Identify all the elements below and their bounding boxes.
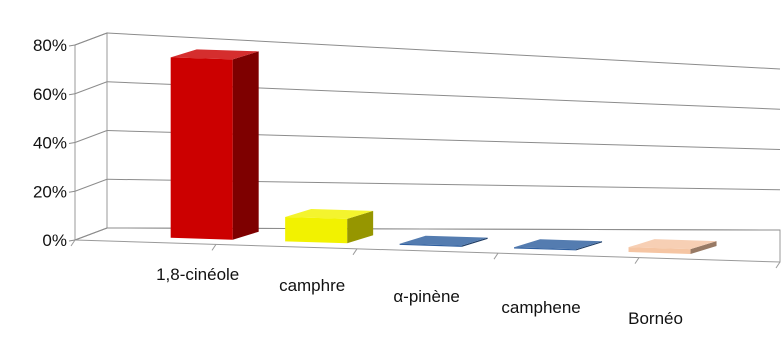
bar-front [628, 247, 691, 254]
bar-front [514, 247, 577, 251]
y-tick-mark [68, 142, 76, 144]
bar-top [628, 239, 717, 250]
y-tick-label: 40% [33, 134, 67, 153]
bar-front [285, 216, 348, 244]
bar-0 [170, 49, 259, 240]
side-gridline [74, 130, 108, 143]
bar-top [170, 49, 259, 60]
y-tick-mark [68, 93, 76, 96]
bar-3 [514, 239, 603, 251]
bar-1 [285, 208, 374, 244]
side-gridline [74, 32, 108, 46]
y-tick-label: 0% [42, 231, 67, 250]
y-tick-mark [68, 239, 76, 242]
bar-side [461, 237, 488, 247]
x-tick-label: 1,8-cinéole [156, 265, 239, 284]
bar-2 [399, 235, 488, 247]
bars [170, 49, 717, 254]
bar-side [232, 51, 259, 240]
y-tick-label: 20% [33, 182, 67, 201]
bar-front [170, 57, 233, 240]
back-wall [107, 33, 780, 230]
gridline [106, 32, 781, 70]
bar-side [347, 210, 374, 244]
bar-side [576, 241, 603, 251]
x-tick-mark [211, 244, 217, 251]
bar-front [399, 243, 462, 247]
x-axis-ticks: 1,8-cinéole camphre α-pinène camphene Bornéo [70, 239, 781, 328]
side-gridline [74, 227, 108, 241]
x-tick-mark [352, 248, 358, 256]
y-tick-mark [68, 44, 76, 47]
x-tick-label: camphene [501, 298, 580, 317]
side-gridline [74, 81, 108, 95]
side-gridline [74, 178, 108, 192]
x-tick-label: camphre [279, 276, 345, 295]
y-tick-label: 60% [33, 85, 67, 104]
y-tick-label: 80% [33, 36, 67, 55]
x-tick-label: Bornéo [628, 309, 683, 328]
bar-top [285, 208, 374, 219]
x-tick-mark [634, 257, 640, 264]
x-tick-mark [493, 252, 499, 260]
bar-side [690, 241, 717, 254]
y-axis-ticks: 0% 20% 40% 60% 80% [33, 36, 76, 250]
bar-top [399, 235, 488, 246]
x-tick-mark [775, 261, 781, 269]
y-tick-mark [68, 190, 76, 193]
x-tick-mark [70, 239, 76, 247]
bar-top [514, 239, 603, 250]
x-tick-label: α-pinène [393, 287, 460, 306]
bar-4 [628, 239, 717, 254]
